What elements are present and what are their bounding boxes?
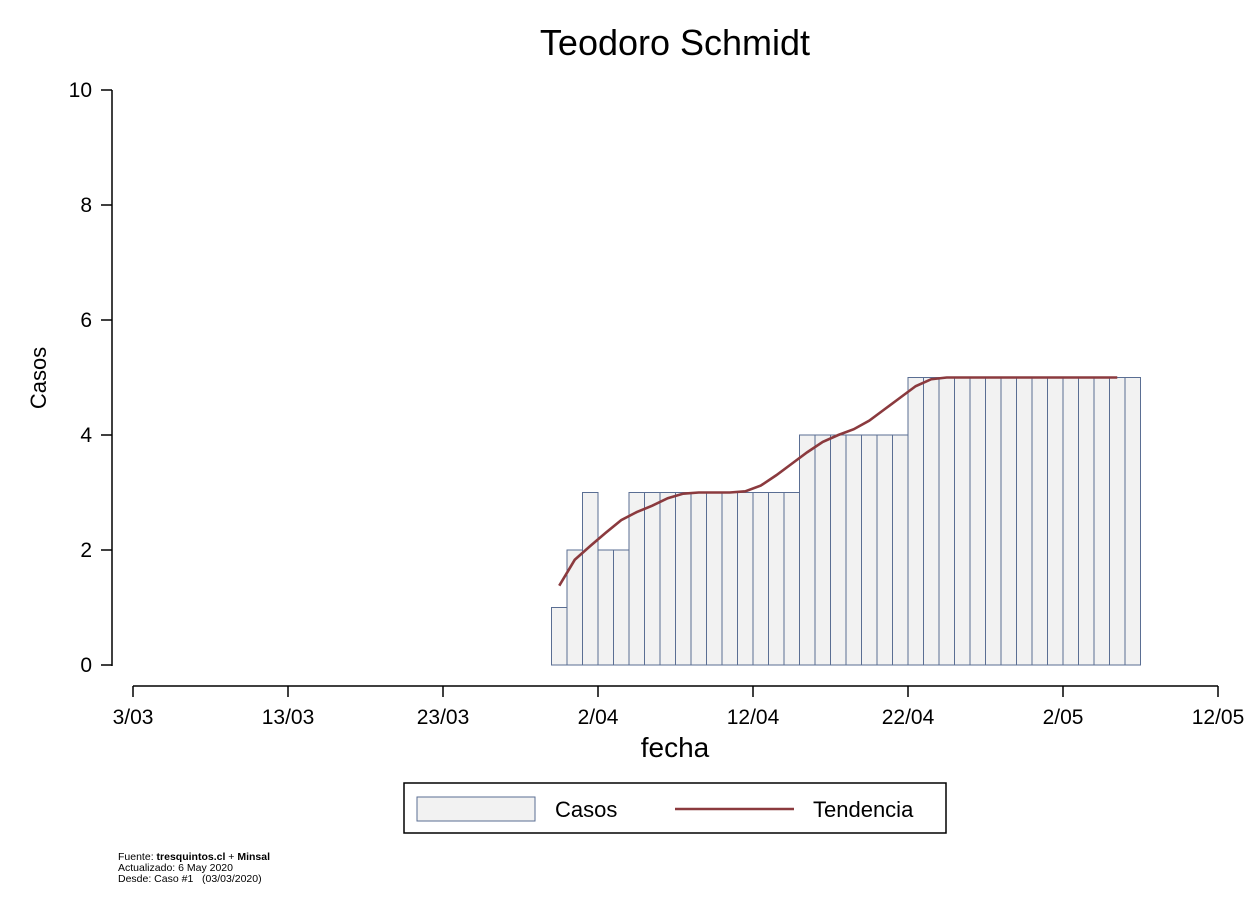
footer-source-org: Minsal: [237, 851, 271, 863]
bar: [907, 377, 924, 666]
bar: [659, 492, 676, 666]
bar: [690, 492, 707, 666]
bar: [969, 377, 986, 666]
bar: [1078, 377, 1095, 666]
footer-since: Desde: Caso #1 (03/03/2020): [118, 873, 262, 885]
bar: [1124, 377, 1141, 666]
bar: [737, 492, 754, 666]
bar: [706, 492, 723, 666]
bar: [814, 434, 831, 666]
x-axis-ticks: 3/03 13/03 23/03 2/04 12/04 22/04 2/05 12/05: [113, 686, 1245, 729]
bar: [721, 492, 738, 666]
y-tick-label: 10: [69, 79, 92, 102]
bar: [551, 607, 568, 666]
bar: [1047, 377, 1064, 666]
bar: [830, 434, 847, 666]
x-tick-label: 13/03: [262, 706, 315, 729]
bar: [1031, 377, 1048, 666]
bar: [628, 492, 645, 666]
chart-title: Teodoro Schmidt: [540, 22, 810, 63]
legend-tendencia-label: Tendencia: [813, 797, 914, 822]
bar: [954, 377, 971, 666]
x-tick-label: 12/04: [727, 706, 780, 729]
bar: [597, 549, 614, 666]
bar: [752, 492, 769, 666]
y-axis-title: Casos: [26, 347, 51, 409]
x-tick-label: 3/03: [113, 706, 154, 729]
bar: [1062, 377, 1079, 666]
bar: [613, 549, 630, 666]
y-tick-label: 8: [80, 194, 92, 217]
y-tick-label: 6: [80, 309, 92, 332]
bar-series: [551, 377, 1141, 666]
y-axis-ticks: 0 2 4 6 8 10: [69, 79, 112, 677]
bar: [768, 492, 785, 666]
x-tick-label: 23/03: [417, 706, 470, 729]
y-tick-label: 0: [80, 654, 92, 677]
x-tick-label: 2/04: [578, 706, 619, 729]
y-tick-label: 4: [80, 424, 92, 447]
bar: [644, 492, 661, 666]
footer-source: Fuente: tresquintos.cl + Minsal: [118, 851, 271, 863]
footer-notes: Fuente: tresquintos.cl + Minsal Actualiz…: [118, 852, 270, 885]
footer-updated: Actualizado: 6 May 2020: [118, 862, 233, 874]
x-tick-label: 22/04: [882, 706, 935, 729]
bar: [1016, 377, 1033, 666]
bar: [892, 434, 909, 666]
bar: [675, 492, 692, 666]
trend-line: [558, 376, 1118, 587]
bar: [1000, 377, 1017, 666]
bar: [923, 377, 940, 666]
bar: [799, 434, 816, 666]
bar: [938, 377, 955, 666]
bar: [1093, 377, 1110, 666]
x-tick-label: 12/05: [1192, 706, 1245, 729]
bar: [985, 377, 1002, 666]
bar: [582, 492, 599, 666]
bar: [1109, 377, 1126, 666]
legend-casos-label: Casos: [555, 797, 617, 822]
footer-source-site: tresquintos.cl: [156, 851, 226, 863]
legend-casos-swatch: [416, 796, 536, 822]
legend: Casos Tendencia: [403, 782, 947, 834]
bar: [861, 434, 878, 666]
bar: [845, 434, 862, 666]
bar: [783, 492, 800, 666]
y-tick-label: 2: [80, 539, 92, 562]
x-axis-title: fecha: [641, 732, 710, 763]
x-tick-label: 2/05: [1043, 706, 1084, 729]
bar: [876, 434, 893, 666]
